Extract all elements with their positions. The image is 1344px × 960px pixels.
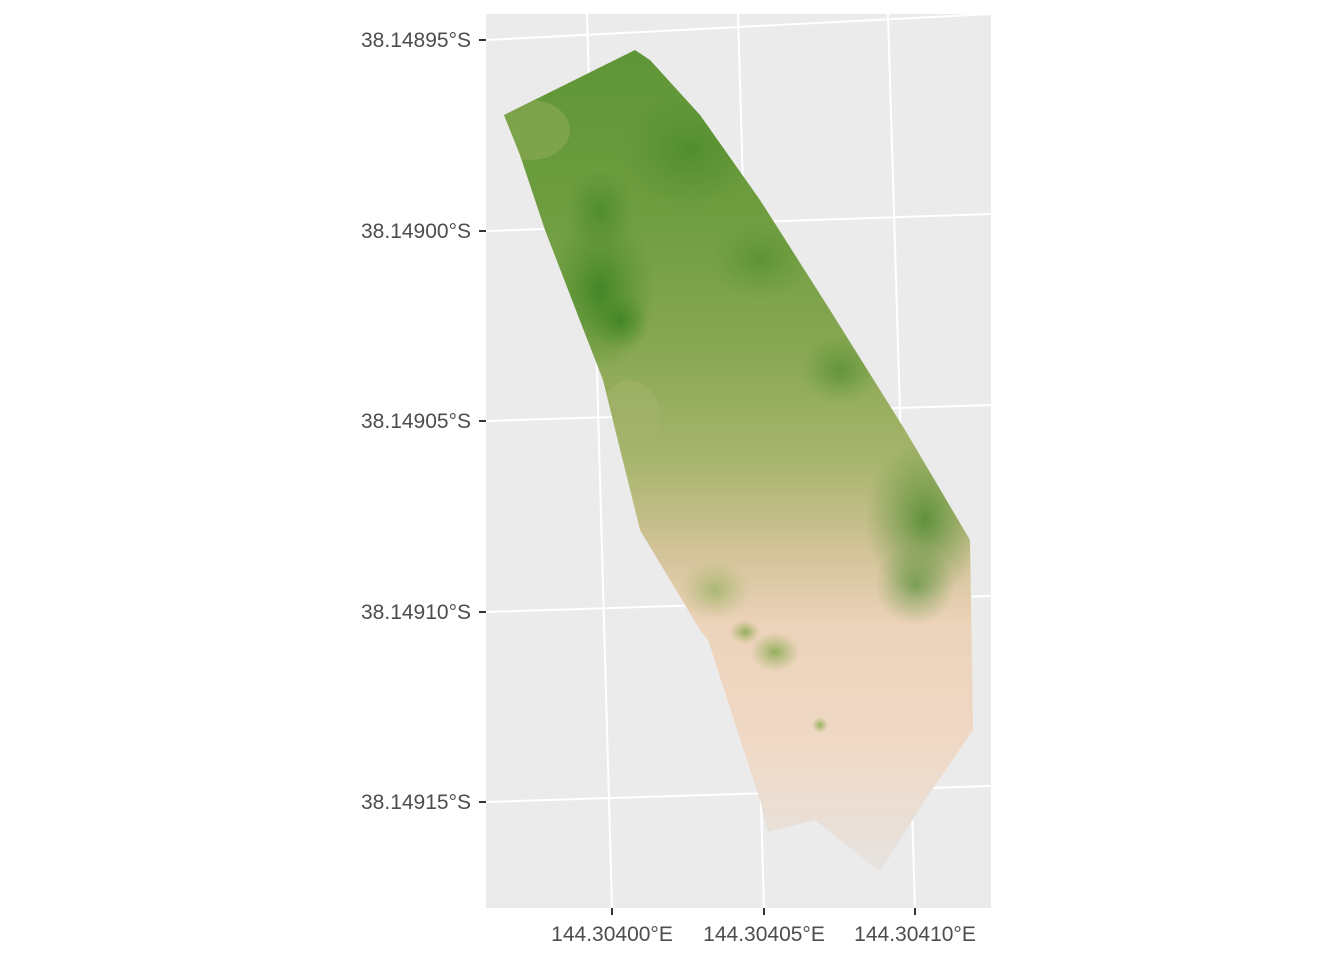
y-tick-label: 38.14895°S <box>361 29 471 52</box>
y-tick-label: 38.14905°S <box>361 410 471 433</box>
y-tick-label: 38.14900°S <box>361 220 471 243</box>
y-axis-labels: 38.14895°S 38.14900°S 38.14905°S 38.1491… <box>361 29 471 814</box>
x-tick-label: 144.30400°E <box>551 923 673 946</box>
y-tick-label: 38.14915°S <box>361 791 471 814</box>
axis-ticks <box>479 39 916 915</box>
x-tick-label: 144.30410°E <box>854 923 976 946</box>
x-axis-labels: 144.30400°E 144.30405°E 144.30410°E <box>551 923 976 946</box>
y-tick-label: 38.14910°S <box>361 601 471 624</box>
x-tick-label: 144.30405°E <box>703 923 825 946</box>
